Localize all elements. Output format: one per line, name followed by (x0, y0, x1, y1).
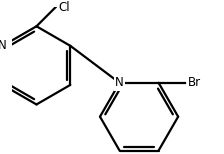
Text: Br: Br (188, 76, 201, 89)
Text: Cl: Cl (58, 1, 70, 14)
Text: N: N (115, 76, 124, 89)
Text: N: N (0, 39, 7, 52)
